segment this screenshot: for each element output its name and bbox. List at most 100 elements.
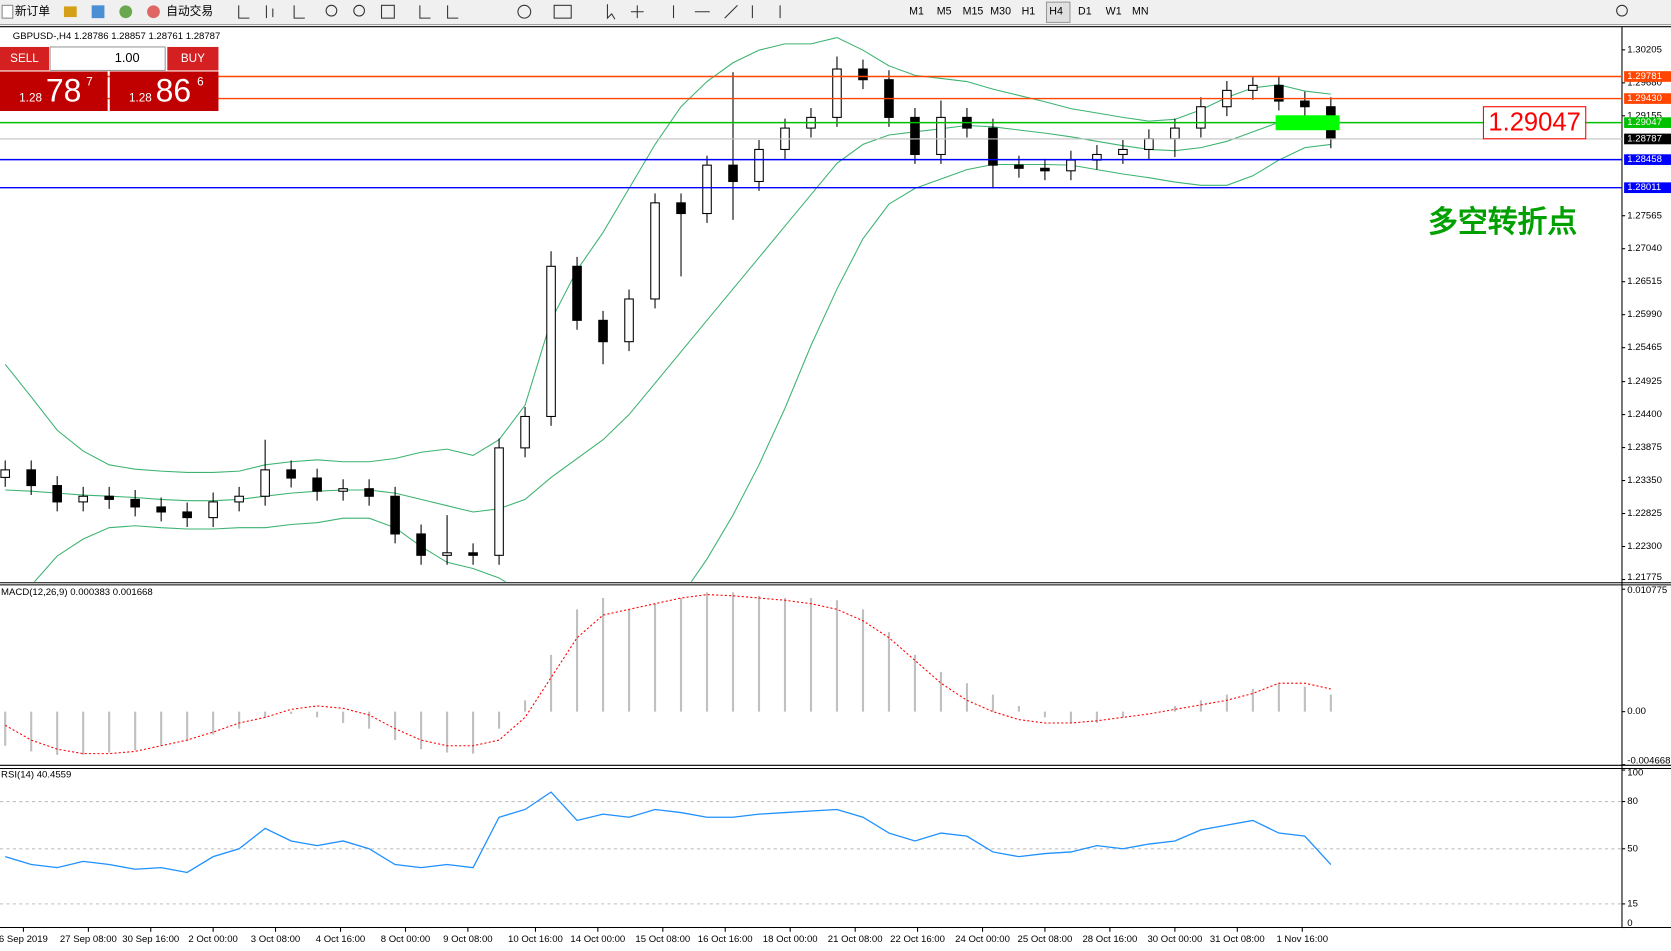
candle-body (520, 415, 530, 449)
timeframe-button[interactable]: M1 (909, 6, 924, 18)
y-tick-label: 1.23350 (1627, 475, 1662, 486)
bollinger-band (33, 143, 1331, 582)
tile-icon[interactable] (380, 4, 395, 19)
candle-body (650, 202, 660, 300)
candle-body (1066, 159, 1076, 172)
y-tick-label: -0.004668 (1627, 756, 1670, 767)
level-label: 1.28787 (1627, 133, 1662, 144)
candle-body (78, 495, 88, 503)
candle-body (260, 469, 270, 497)
candle-body (1274, 84, 1284, 102)
candle-body (286, 469, 296, 479)
y-tick-label: 1.24400 (1627, 409, 1662, 420)
level-label-box (1624, 71, 1671, 82)
timeframe-button[interactable]: MN (1132, 6, 1149, 18)
icon[interactable] (63, 6, 77, 18)
x-tick-label: 22 Oct 16:00 (890, 934, 945, 945)
period-icon[interactable] (517, 4, 532, 19)
candle-body (702, 164, 712, 215)
x-tick-label: 27 Sep 08:00 (60, 934, 117, 945)
search-icon[interactable] (1616, 4, 1628, 17)
timeframe-button[interactable]: D1 (1078, 6, 1092, 18)
panel (0, 791, 1622, 905)
x-tick-label: 24 Oct 00:00 (955, 934, 1010, 945)
candle-body (234, 495, 244, 503)
candle-body (468, 552, 478, 556)
lot-value[interactable]: 1.00 (115, 50, 140, 65)
one-click-trading: SELL 1.00 BUY 1.28 78 7 1.28 86 6 (0, 46, 219, 112)
x-tick-label: 25 Oct 08:00 (1018, 934, 1073, 945)
cursor-tool[interactable] (606, 4, 616, 20)
chart-header: GBPUSD-,H4 1.28786 1.28857 1.28761 1.287… (13, 31, 221, 42)
timeframe-button[interactable]: H4 (1049, 6, 1063, 18)
icon[interactable] (91, 5, 105, 19)
x-tick-label: 30 Oct 00:00 (1147, 934, 1202, 945)
ask-fraction: 6 (197, 75, 204, 88)
sell-label[interactable]: SELL (10, 52, 39, 65)
zoom-out[interactable] (353, 4, 365, 17)
candle-body (1118, 148, 1128, 156)
highlight-rect (1275, 115, 1340, 131)
x-tick-label: 21 Oct 08:00 (828, 934, 883, 945)
annotation-text: 多空转折点 (1428, 206, 1577, 239)
timeframe-button[interactable]: M5 (937, 6, 952, 18)
timeframe-button[interactable]: M30 (990, 6, 1011, 18)
new-order-icon[interactable] (1, 4, 14, 19)
draw-tools[interactable] (419, 4, 781, 19)
y-tick-label: 1.21775 (1627, 572, 1662, 583)
sell-button[interactable] (0, 46, 50, 71)
candle-body (1014, 164, 1024, 169)
auto-trading-icon[interactable] (147, 5, 160, 19)
y-tick-label: 1.24925 (1627, 376, 1662, 387)
timeframe-button[interactable]: H1 (1022, 6, 1036, 18)
x-tick-label: 6 Sep 2019 (0, 934, 48, 945)
icon[interactable] (119, 5, 133, 19)
candle-body (104, 495, 114, 500)
x-tick-label: 3 Oct 08:00 (251, 934, 300, 945)
ask-box[interactable] (109, 71, 219, 112)
candle-body (1248, 84, 1258, 91)
candle-body (1300, 100, 1310, 108)
ask-pips: 86 (156, 72, 192, 108)
y-tick-label: 1.25465 (1627, 342, 1662, 353)
level-label-box (1624, 133, 1671, 145)
candle-body (988, 127, 998, 166)
candle-body (208, 501, 218, 519)
bid-pips: 78 (46, 72, 82, 108)
indicator-title: RSI(14) 40.4559 (1, 769, 71, 780)
y-tick-label: 1.30205 (1627, 44, 1662, 55)
bollinger-band (5, 118, 1331, 513)
indicator-title: MACD(12,26,9) 0.000383 0.001668 (1, 587, 153, 598)
candle-body (1196, 106, 1206, 129)
candle-body (26, 469, 36, 487)
level-label-box (1624, 117, 1671, 128)
x-tick-label: 1 Nov 16:00 (1276, 934, 1328, 945)
chart-type-icons[interactable] (238, 5, 305, 19)
auto-trading-button[interactable]: 自动交易 (166, 4, 213, 18)
buy-button[interactable] (167, 46, 219, 71)
candle-body (910, 116, 920, 156)
y-tick-label: 0.010775 (1627, 585, 1667, 596)
x-tick-label: 28 Oct 16:00 (1083, 934, 1138, 945)
buy-label[interactable]: BUY (181, 52, 205, 65)
x-tick-label: 9 Oct 08:00 (443, 934, 492, 945)
ask-big: 1.28 (129, 91, 152, 104)
level-label-box (1624, 93, 1671, 104)
bid-box[interactable] (0, 71, 108, 112)
level-label-box (1624, 182, 1671, 194)
new-order-button[interactable]: 新订单 (15, 4, 50, 18)
x-tick-label: 30 Sep 16:00 (122, 934, 179, 945)
lot-input[interactable] (49, 46, 166, 71)
y-tick-label: 1.26515 (1627, 276, 1662, 287)
candle-body (728, 164, 738, 183)
timeframe-button[interactable]: M15 (963, 6, 984, 18)
timeframe-button[interactable]: W1 (1106, 6, 1122, 18)
x-tick-label: 4 Oct 16:00 (316, 934, 365, 945)
annotation-box (1482, 106, 1587, 140)
y-tick-label: 1.22300 (1627, 541, 1662, 552)
x-tick-label: 10 Oct 16:00 (508, 934, 563, 945)
zoom-in[interactable] (325, 4, 338, 17)
template-icon[interactable] (553, 4, 572, 19)
